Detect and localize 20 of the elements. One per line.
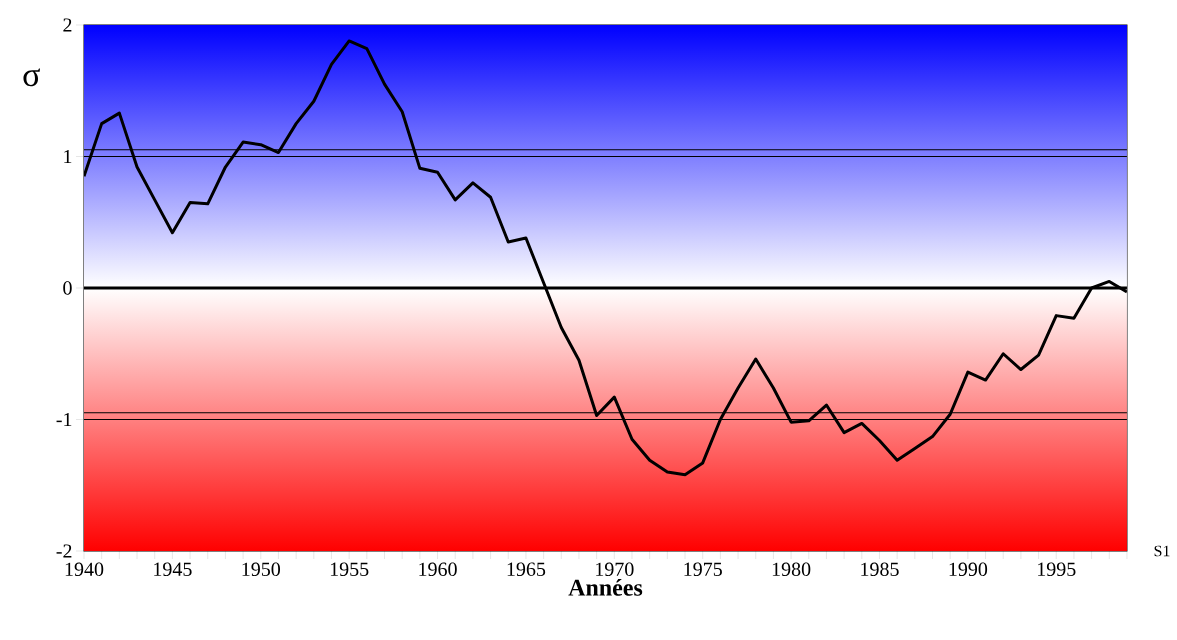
x-tick-label: 1940 — [65, 562, 104, 577]
x-tick-label: 1960 — [419, 562, 457, 577]
y-tick-label: -1 — [56, 412, 72, 427]
x-tick-label: 1990 — [949, 562, 988, 577]
y-tick-label: 0 — [63, 281, 72, 295]
x-tick-label: 1945 — [154, 562, 192, 576]
text: S1 — [1154, 545, 1170, 557]
y-axis-title: σ — [23, 68, 40, 87]
x-tick-label: 1970 — [596, 562, 634, 577]
x-tick-label: 1950 — [242, 562, 281, 577]
x-tick-label: 1995 — [1038, 562, 1076, 576]
x-tick-label: 1975 — [684, 562, 722, 576]
y-tick-label: -2 — [56, 544, 72, 558]
x-tick-label: 1955 — [330, 562, 369, 576]
x-tick-label: 1985 — [861, 562, 899, 577]
x-tick-label: 1965 — [507, 562, 546, 576]
y-tick-label: 2 — [63, 18, 72, 32]
y-tick-label: 1 — [64, 149, 72, 164]
x-tick-label: 1980 — [772, 562, 811, 577]
x-axis-title: Années — [568, 578, 643, 596]
